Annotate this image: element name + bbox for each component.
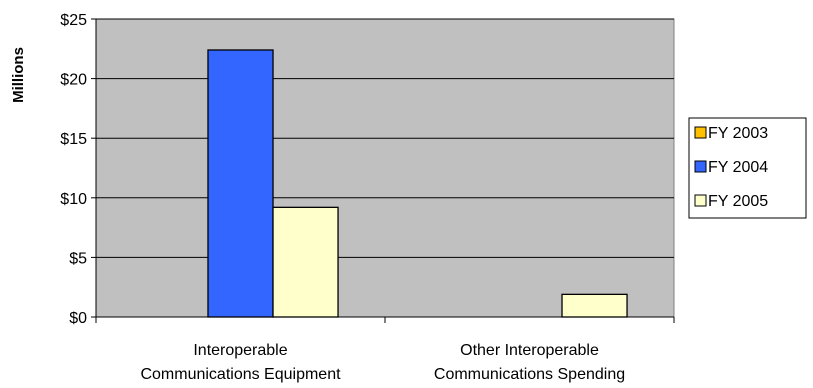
gridlines bbox=[96, 18, 674, 258]
legend-label: FY 2004 bbox=[708, 159, 768, 176]
x-category-label-line: Interoperable bbox=[193, 342, 287, 359]
y-tick-label: $25 bbox=[60, 12, 87, 29]
legend-box bbox=[688, 117, 807, 219]
plot-area bbox=[95, 18, 675, 318]
y-tick-label: $0 bbox=[69, 310, 87, 327]
x-category-label-line: Communications Equipment bbox=[140, 366, 341, 383]
legend: FY 2003 FY 2004 FY 2005 bbox=[694, 125, 768, 210]
bar bbox=[561, 293, 628, 318]
y-axis-title: Millions bbox=[10, 47, 27, 103]
legend-swatch bbox=[694, 160, 707, 173]
axes bbox=[91, 18, 675, 323]
legend-swatch bbox=[694, 194, 707, 207]
x-category-label: Interoperable Communications Equipment bbox=[140, 342, 341, 383]
legend-label: FY 2005 bbox=[708, 193, 768, 210]
bars bbox=[207, 49, 628, 318]
bar bbox=[207, 49, 274, 318]
y-tick-labels: $0 $5 $10 $15 $20 $25 bbox=[60, 12, 87, 327]
x-category-label-line: Other Interoperable bbox=[460, 342, 599, 359]
y-tick-label: $5 bbox=[69, 250, 87, 267]
bar bbox=[272, 206, 339, 318]
legend-label: FY 2003 bbox=[708, 125, 768, 142]
legend-swatch bbox=[694, 126, 707, 139]
y-tick-label: $15 bbox=[60, 131, 87, 148]
y-tick-label: $10 bbox=[60, 191, 87, 208]
x-category-labels: Interoperable Communications Equipment Oth… bbox=[140, 342, 625, 383]
x-category-label-line: Communications Spending bbox=[434, 366, 625, 383]
x-category-label: Other Interoperable Communications Spendi… bbox=[434, 342, 625, 383]
y-tick-label: $20 bbox=[60, 72, 87, 89]
